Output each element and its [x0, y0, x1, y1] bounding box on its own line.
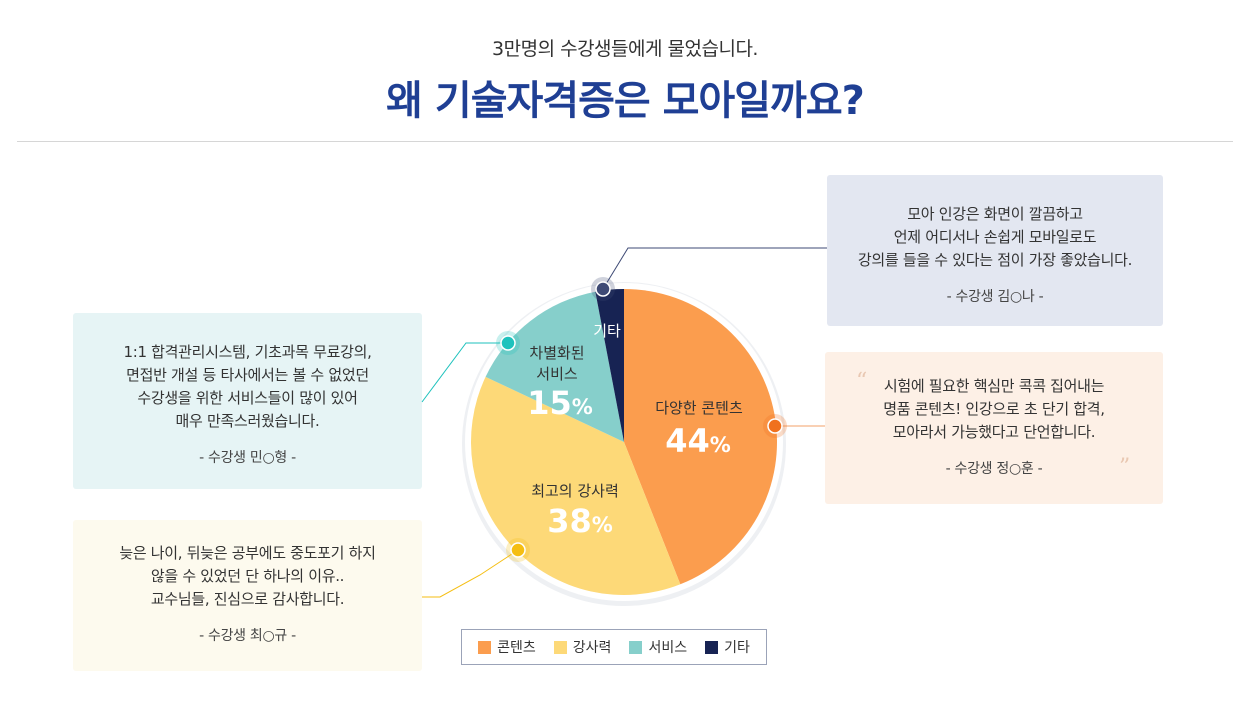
testimonial-author: - 수강생 최○규 - — [199, 628, 296, 644]
legend-label: 콘텐츠 — [497, 640, 536, 656]
testimonial-line: 모아라서 가능했다고 단언합니다. — [892, 423, 1096, 441]
marker-dot-etc — [595, 281, 611, 297]
legend-swatch — [629, 640, 643, 654]
connector-line-service — [421, 342, 508, 403]
slice-value-content: 44% — [665, 422, 731, 460]
pie-shadow — [462, 282, 786, 606]
testimonial-author: - 수강생 정○훈 - — [945, 461, 1043, 477]
slice-label-lecturer: 최고의 강사력 — [531, 482, 619, 500]
pie-rim — [465, 283, 783, 601]
testimonial-line: 명품 콘텐츠! 인강으로 초 단기 합격, — [883, 400, 1105, 418]
testimonial-card-content: “ 시험에 필요한 핵심만 콕콕 집어내는 명품 콘텐츠! 인강으로 초 단기 … — [825, 352, 1163, 504]
testimonial-line: 언제 어디서나 손쉽게 모바일로도 — [893, 228, 1097, 246]
testimonial-line: 수강생을 위한 서비스들이 많이 있어 — [137, 389, 358, 407]
pie-slice-service — [485, 291, 624, 442]
testimonial-author: - 수강생 민○형 - — [199, 450, 296, 466]
legend-item-etc: 기타 — [705, 637, 750, 657]
subtitle: 3만명의 수강생들에게 물었습니다. — [492, 38, 758, 60]
marker-dot-service — [500, 335, 516, 351]
testimonial-line: 강의를 들을 수 있다는 점이 가장 좋았습니다. — [857, 251, 1133, 269]
testimonial-card-etc: 모아 인강은 화면이 깔끔하고 언제 어디서나 손쉽게 모바일로도 강의를 들을… — [827, 175, 1163, 326]
legend-label: 서비스 — [648, 640, 688, 656]
legend-swatch — [705, 640, 719, 654]
testimonial-card-lecturer: 늦은 나이, 뒤늦은 공부에도 중도포기 하지 않을 수 있었던 단 하나의 이… — [73, 520, 422, 671]
slice-label-content: 다양한 콘텐츠 — [655, 399, 743, 417]
slice-label-etc: 기타 — [593, 322, 621, 340]
legend-swatch — [478, 640, 492, 654]
testimonial-card-service: 1:1 합격관리시스템, 기초과목 무료강의, 면접반 개설 등 타사에서는 볼… — [73, 313, 422, 489]
legend-label: 기타 — [724, 640, 750, 656]
open-quote-icon: “ — [856, 369, 867, 394]
testimonial-line: 않을 수 있었던 단 하나의 이유.. — [150, 567, 345, 585]
marker-halo-service — [496, 331, 520, 355]
pie-slice-etc — [595, 289, 624, 442]
slice-value-service: 15% — [527, 384, 593, 422]
close-quote-icon: ” — [1119, 455, 1130, 480]
testimonial-author: - 수강생 김○나 - — [946, 289, 1044, 305]
marker-dot-lecturer — [510, 542, 526, 558]
testimonial-line: 모아 인강은 화면이 깔끔하고 — [907, 205, 1083, 223]
testimonial-line: 매우 만족스러웠습니다. — [175, 412, 320, 430]
connector-line-lecturer — [422, 549, 519, 598]
marker-halo-etc — [591, 277, 615, 301]
page-title: 왜 기술자격증은 모아일까요? — [386, 78, 865, 124]
marker-halo-lecturer — [506, 538, 530, 562]
divider — [17, 141, 1233, 142]
legend-item-lecturer: 강사력 — [553, 637, 612, 657]
legend-item-service: 서비스 — [629, 637, 687, 657]
marker-dot-content — [767, 418, 783, 434]
legend-swatch — [553, 640, 567, 654]
legend-label: 강사력 — [572, 640, 612, 656]
chart-legend: 콘텐츠 강사력 서비스 기타 — [461, 629, 767, 665]
connector-line-etc — [602, 247, 827, 290]
marker-halo-content — [763, 414, 787, 438]
testimonial-line: 늦은 나이, 뒤늦은 공부에도 중도포기 하지 — [119, 544, 376, 562]
testimonial-line: 시험에 필요한 핵심만 콕콕 집어내는 — [883, 377, 1105, 395]
testimonial-line: 교수님들, 진심으로 감사합니다. — [150, 590, 345, 608]
pie-slice-content — [624, 289, 778, 585]
pie-slice-lecturer — [470, 376, 681, 596]
testimonial-line: 면접반 개설 등 타사에서는 볼 수 없었던 — [126, 366, 369, 384]
slice-label-service: 서비스 — [536, 365, 578, 383]
legend-item-content: 콘텐츠 — [478, 637, 536, 657]
testimonial-line: 1:1 합격관리시스템, 기초과목 무료강의, — [123, 343, 372, 361]
slice-value-lecturer: 38% — [547, 502, 613, 540]
slice-label-service: 차별화된 — [529, 344, 584, 362]
